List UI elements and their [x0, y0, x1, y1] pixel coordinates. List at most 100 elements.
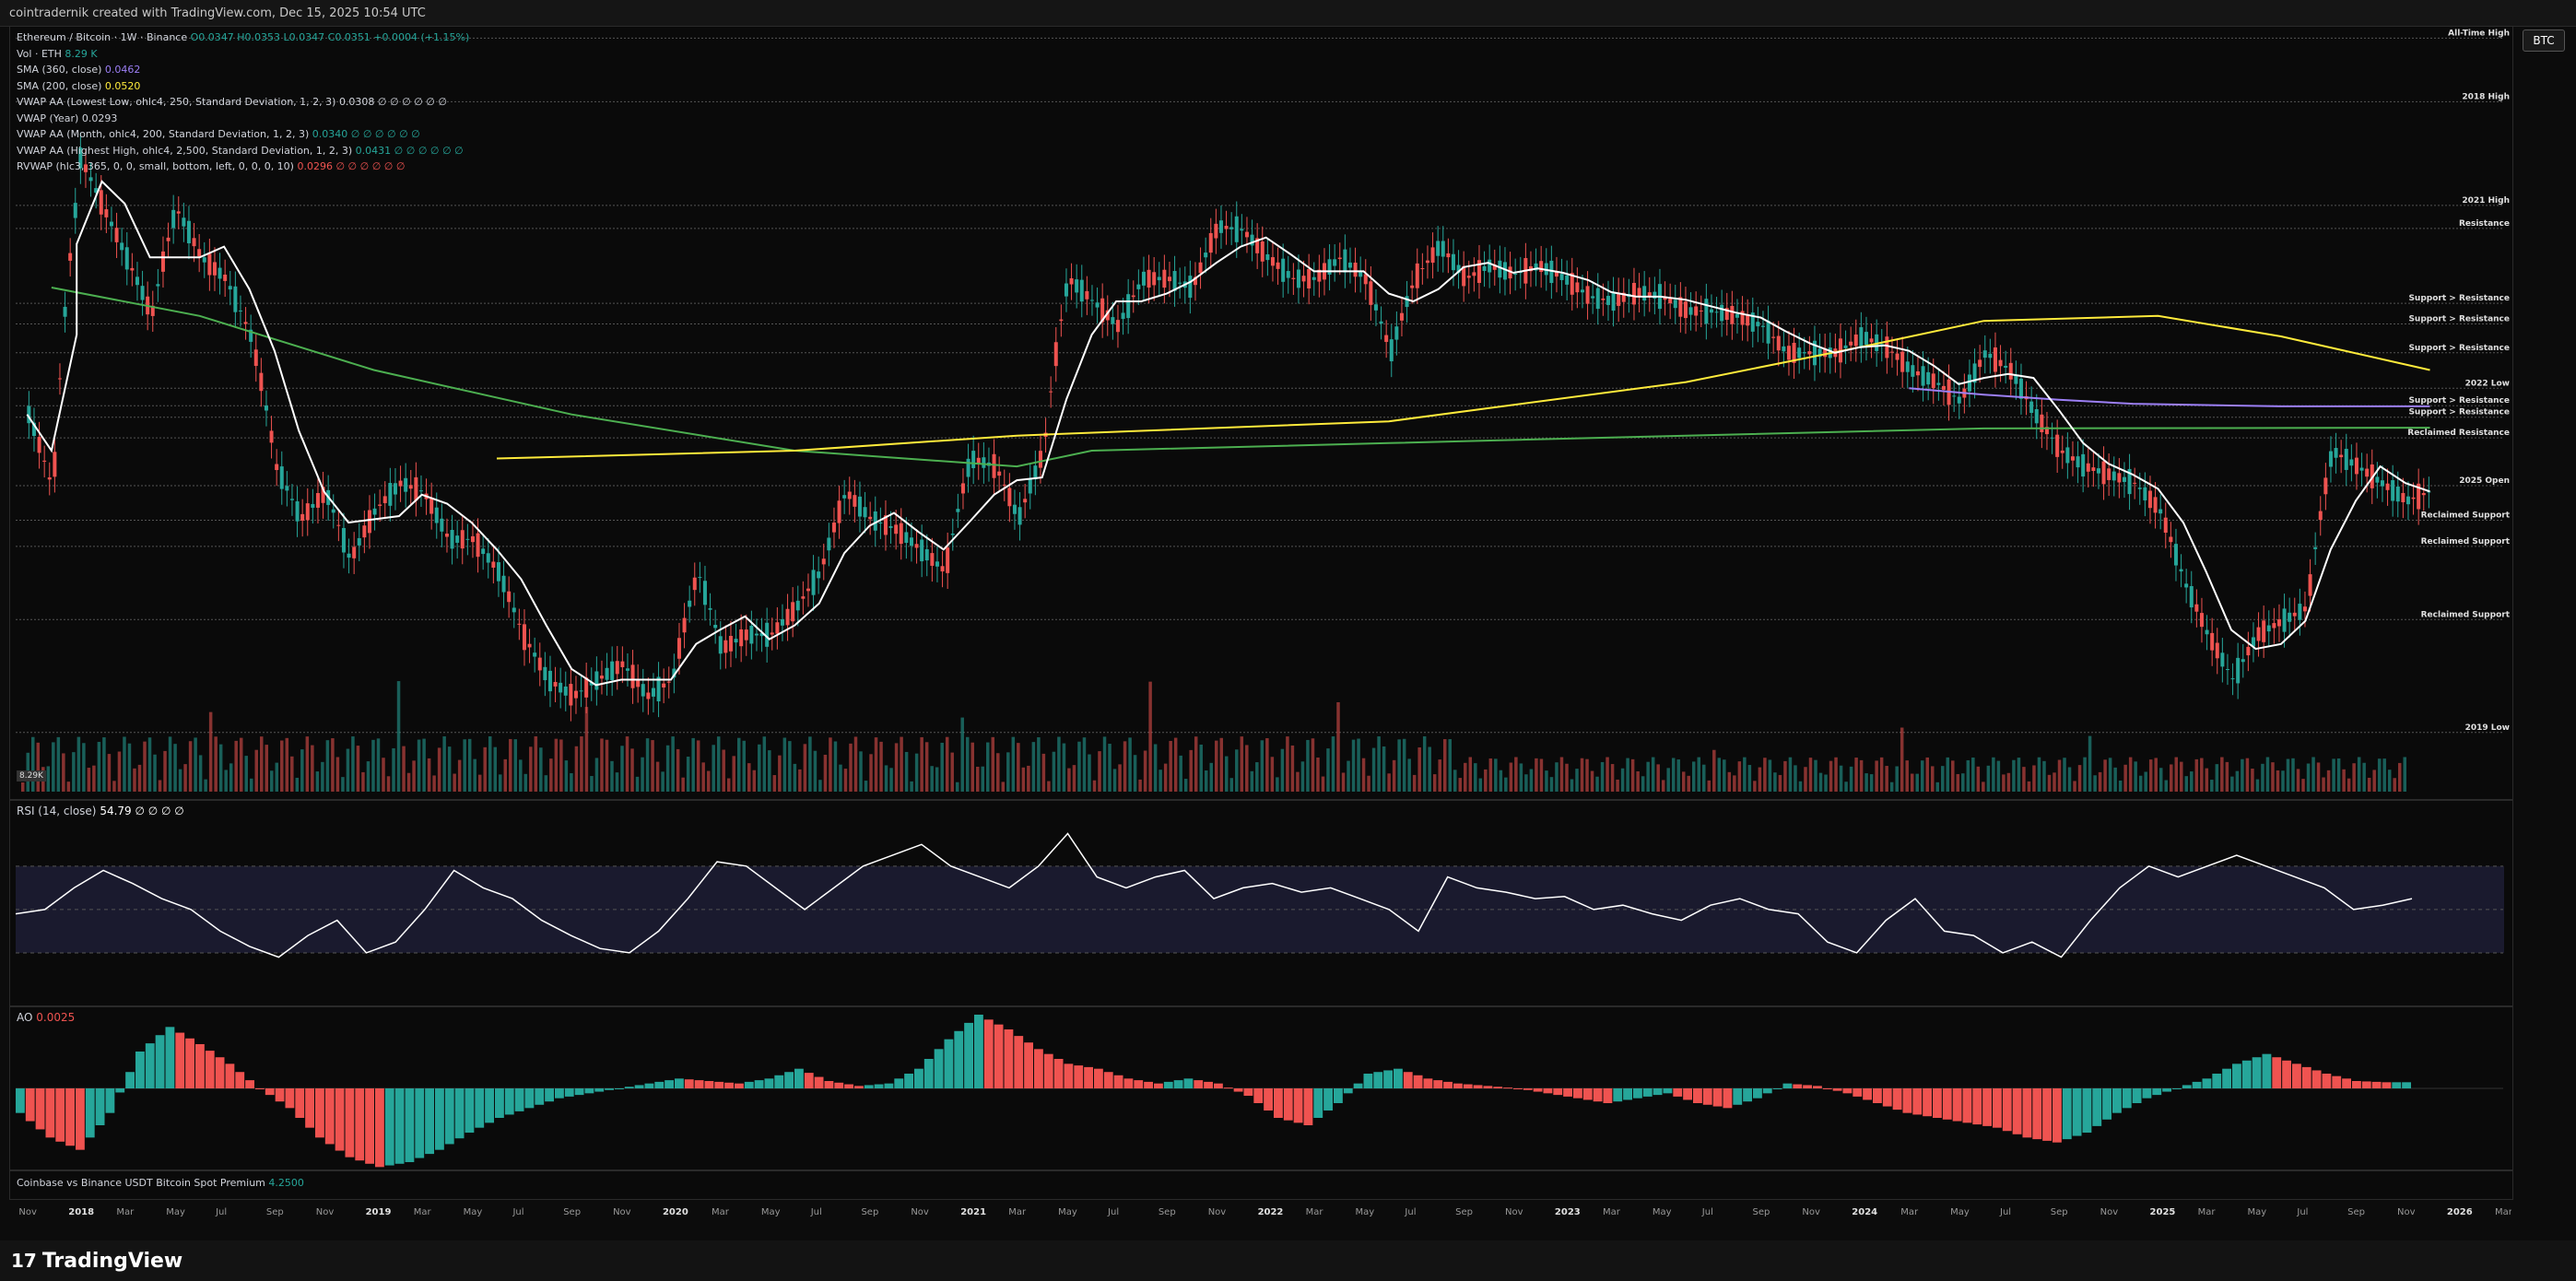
- candle-body: [1812, 340, 1817, 366]
- volume-bar: [127, 743, 132, 792]
- candle-body: [429, 498, 434, 514]
- ao-chart[interactable]: 0.02000.0000-0.0200: [10, 1007, 2551, 1169]
- volume-bar: [254, 749, 258, 792]
- rsi-chart[interactable]: 90.0070.0050.0038.0030.5024.50: [10, 801, 2543, 1005]
- candle-body: [1807, 351, 1812, 355]
- legend-rvwap-row[interactable]: RVWAP (hlc3, 365, 0, 0, small, bottom, l…: [17, 159, 469, 175]
- time-tick-label: Mar: [1008, 1207, 1027, 1217]
- candle-body: [249, 329, 253, 342]
- vwap-year-label: VWAP (Year): [17, 112, 79, 124]
- candle-body: [1595, 288, 1600, 310]
- rsi-panel[interactable]: 90.0070.0050.0038.0030.5024.50: [9, 800, 2543, 1006]
- volume-bar: [1300, 761, 1305, 792]
- volume-bar: [2088, 735, 2092, 792]
- volume-bar: [239, 737, 243, 792]
- ao-legend[interactable]: AO 0.0025: [17, 1011, 75, 1024]
- premium-legend[interactable]: Coinbase vs Binance USDT Bitcoin Spot Pr…: [17, 1177, 304, 1189]
- time-tick-label: Sep: [1159, 1207, 1176, 1217]
- legend-symbol-row[interactable]: Ethereum / Bitcoin · 1W · Binance O0.034…: [17, 29, 469, 46]
- candle-body: [1683, 301, 1688, 319]
- candle-body: [1053, 342, 1058, 367]
- level-label: Support > Resistance: [2408, 396, 2510, 405]
- premium-panel[interactable]: [9, 1170, 2513, 1200]
- volume-bar: [1326, 748, 1330, 792]
- ao-bar: [1693, 1088, 1702, 1103]
- volume-bar: [382, 758, 385, 792]
- volume-bar: [477, 774, 482, 792]
- volume-bar: [2134, 761, 2137, 792]
- level-label: 2018 High: [2462, 92, 2510, 101]
- ao-bar: [1074, 1065, 1084, 1088]
- ao-bar: [2232, 1064, 2241, 1088]
- ao-bar: [1593, 1088, 1603, 1102]
- ao-bar: [1712, 1088, 1723, 1107]
- currency-button[interactable]: BTC: [2523, 29, 2565, 52]
- candle-body: [527, 643, 532, 648]
- volume-bar: [991, 736, 995, 792]
- legend-vwap-low-row[interactable]: VWAP AA (Lowest Low, ohlc4, 250, Standar…: [17, 94, 469, 111]
- ao-bar: [1363, 1074, 1373, 1088]
- legend-vwap-high-row[interactable]: VWAP AA (Highest High, ohlc4, 2,500, Sta…: [17, 143, 469, 159]
- ao-bar: [814, 1076, 824, 1088]
- price-panel[interactable]: All-Time High 2018 High 2021 High Resistanc…: [9, 26, 2548, 800]
- ao-bar: [954, 1030, 964, 1088]
- ao-panel[interactable]: 0.02000.0000-0.0200: [9, 1006, 2551, 1170]
- volume-bar: [2170, 764, 2173, 792]
- ao-bar: [265, 1088, 275, 1096]
- volume-bar: [778, 755, 782, 792]
- candle-body: [992, 453, 996, 478]
- volume-bar: [356, 746, 360, 792]
- time-axis[interactable]: Nov 2018 Mar May Jul Sep Nov 2019 Mar May Jul Sep No…: [9, 1200, 2511, 1222]
- ao-bar: [1553, 1088, 1563, 1096]
- candle-body: [1941, 385, 1946, 390]
- candle-body: [1730, 305, 1735, 324]
- ao-bar: [1603, 1088, 1613, 1103]
- volume-bar: [346, 748, 350, 792]
- volume-bar: [960, 717, 964, 792]
- ao-bar: [1084, 1066, 1093, 1088]
- tradingview-logo[interactable]: 17 TradingView: [11, 1250, 182, 1273]
- legend-sma200-row[interactable]: SMA (200, close) 0.0520: [17, 78, 469, 95]
- volume-bar: [1199, 744, 1203, 792]
- candle-body: [1797, 347, 1802, 358]
- volume-bar: [2311, 757, 2315, 792]
- candle-body: [817, 571, 821, 579]
- volume-bar: [1717, 758, 1722, 792]
- ao-bar: [714, 1081, 724, 1088]
- ao-bar: [185, 1038, 194, 1088]
- candle-body: [1229, 227, 1234, 229]
- volume-bar: [2164, 780, 2168, 792]
- candle-body: [997, 471, 1002, 476]
- volume-bar: [1468, 757, 1473, 792]
- volume-bar: [260, 736, 264, 792]
- volume-bar: [2322, 777, 2325, 792]
- candle-body: [533, 652, 537, 657]
- candle-body: [2225, 668, 2229, 670]
- candle-body: [625, 668, 629, 671]
- volume-bar: [1412, 774, 1417, 792]
- ao-bar: [415, 1088, 425, 1158]
- volume-bar: [2225, 761, 2229, 792]
- legend-vwap-year-row[interactable]: VWAP (Year) 0.0293: [17, 111, 469, 127]
- ao-bar: [1882, 1088, 1892, 1107]
- volume-bar: [1992, 757, 1995, 792]
- price-chart[interactable]: All-Time High 2018 High 2021 High Resistanc…: [10, 27, 2548, 799]
- ao-bar: [1673, 1088, 1683, 1097]
- rsi-legend[interactable]: RSI (14, close) 54.79 ∅ ∅ ∅ ∅: [17, 805, 184, 817]
- volume-bar: [194, 737, 197, 792]
- legend: Ethereum / Bitcoin · 1W · Binance O0.034…: [17, 29, 469, 175]
- legend-vwap-month-row[interactable]: VWAP AA (Month, ohlc4, 200, Standard Dev…: [17, 126, 469, 143]
- ao-bar: [2102, 1088, 2111, 1120]
- volume-bar: [1630, 758, 1635, 792]
- volume-bar: [1976, 766, 1981, 792]
- volume-bar: [2184, 776, 2189, 792]
- legend-sma360-row[interactable]: SMA (360, close) 0.0462: [17, 62, 469, 78]
- legend-volume-row[interactable]: Vol · ETH 8.29 K: [17, 46, 469, 63]
- volume-bar: [1092, 780, 1097, 792]
- candle-body: [476, 533, 480, 558]
- volume-bar: [2180, 761, 2183, 792]
- volume-bar: [1194, 736, 1198, 792]
- time-tick-label: Jul: [1999, 1207, 2011, 1217]
- time-tick-label: Mar: [2495, 1207, 2511, 1217]
- ao-bar: [2122, 1088, 2132, 1109]
